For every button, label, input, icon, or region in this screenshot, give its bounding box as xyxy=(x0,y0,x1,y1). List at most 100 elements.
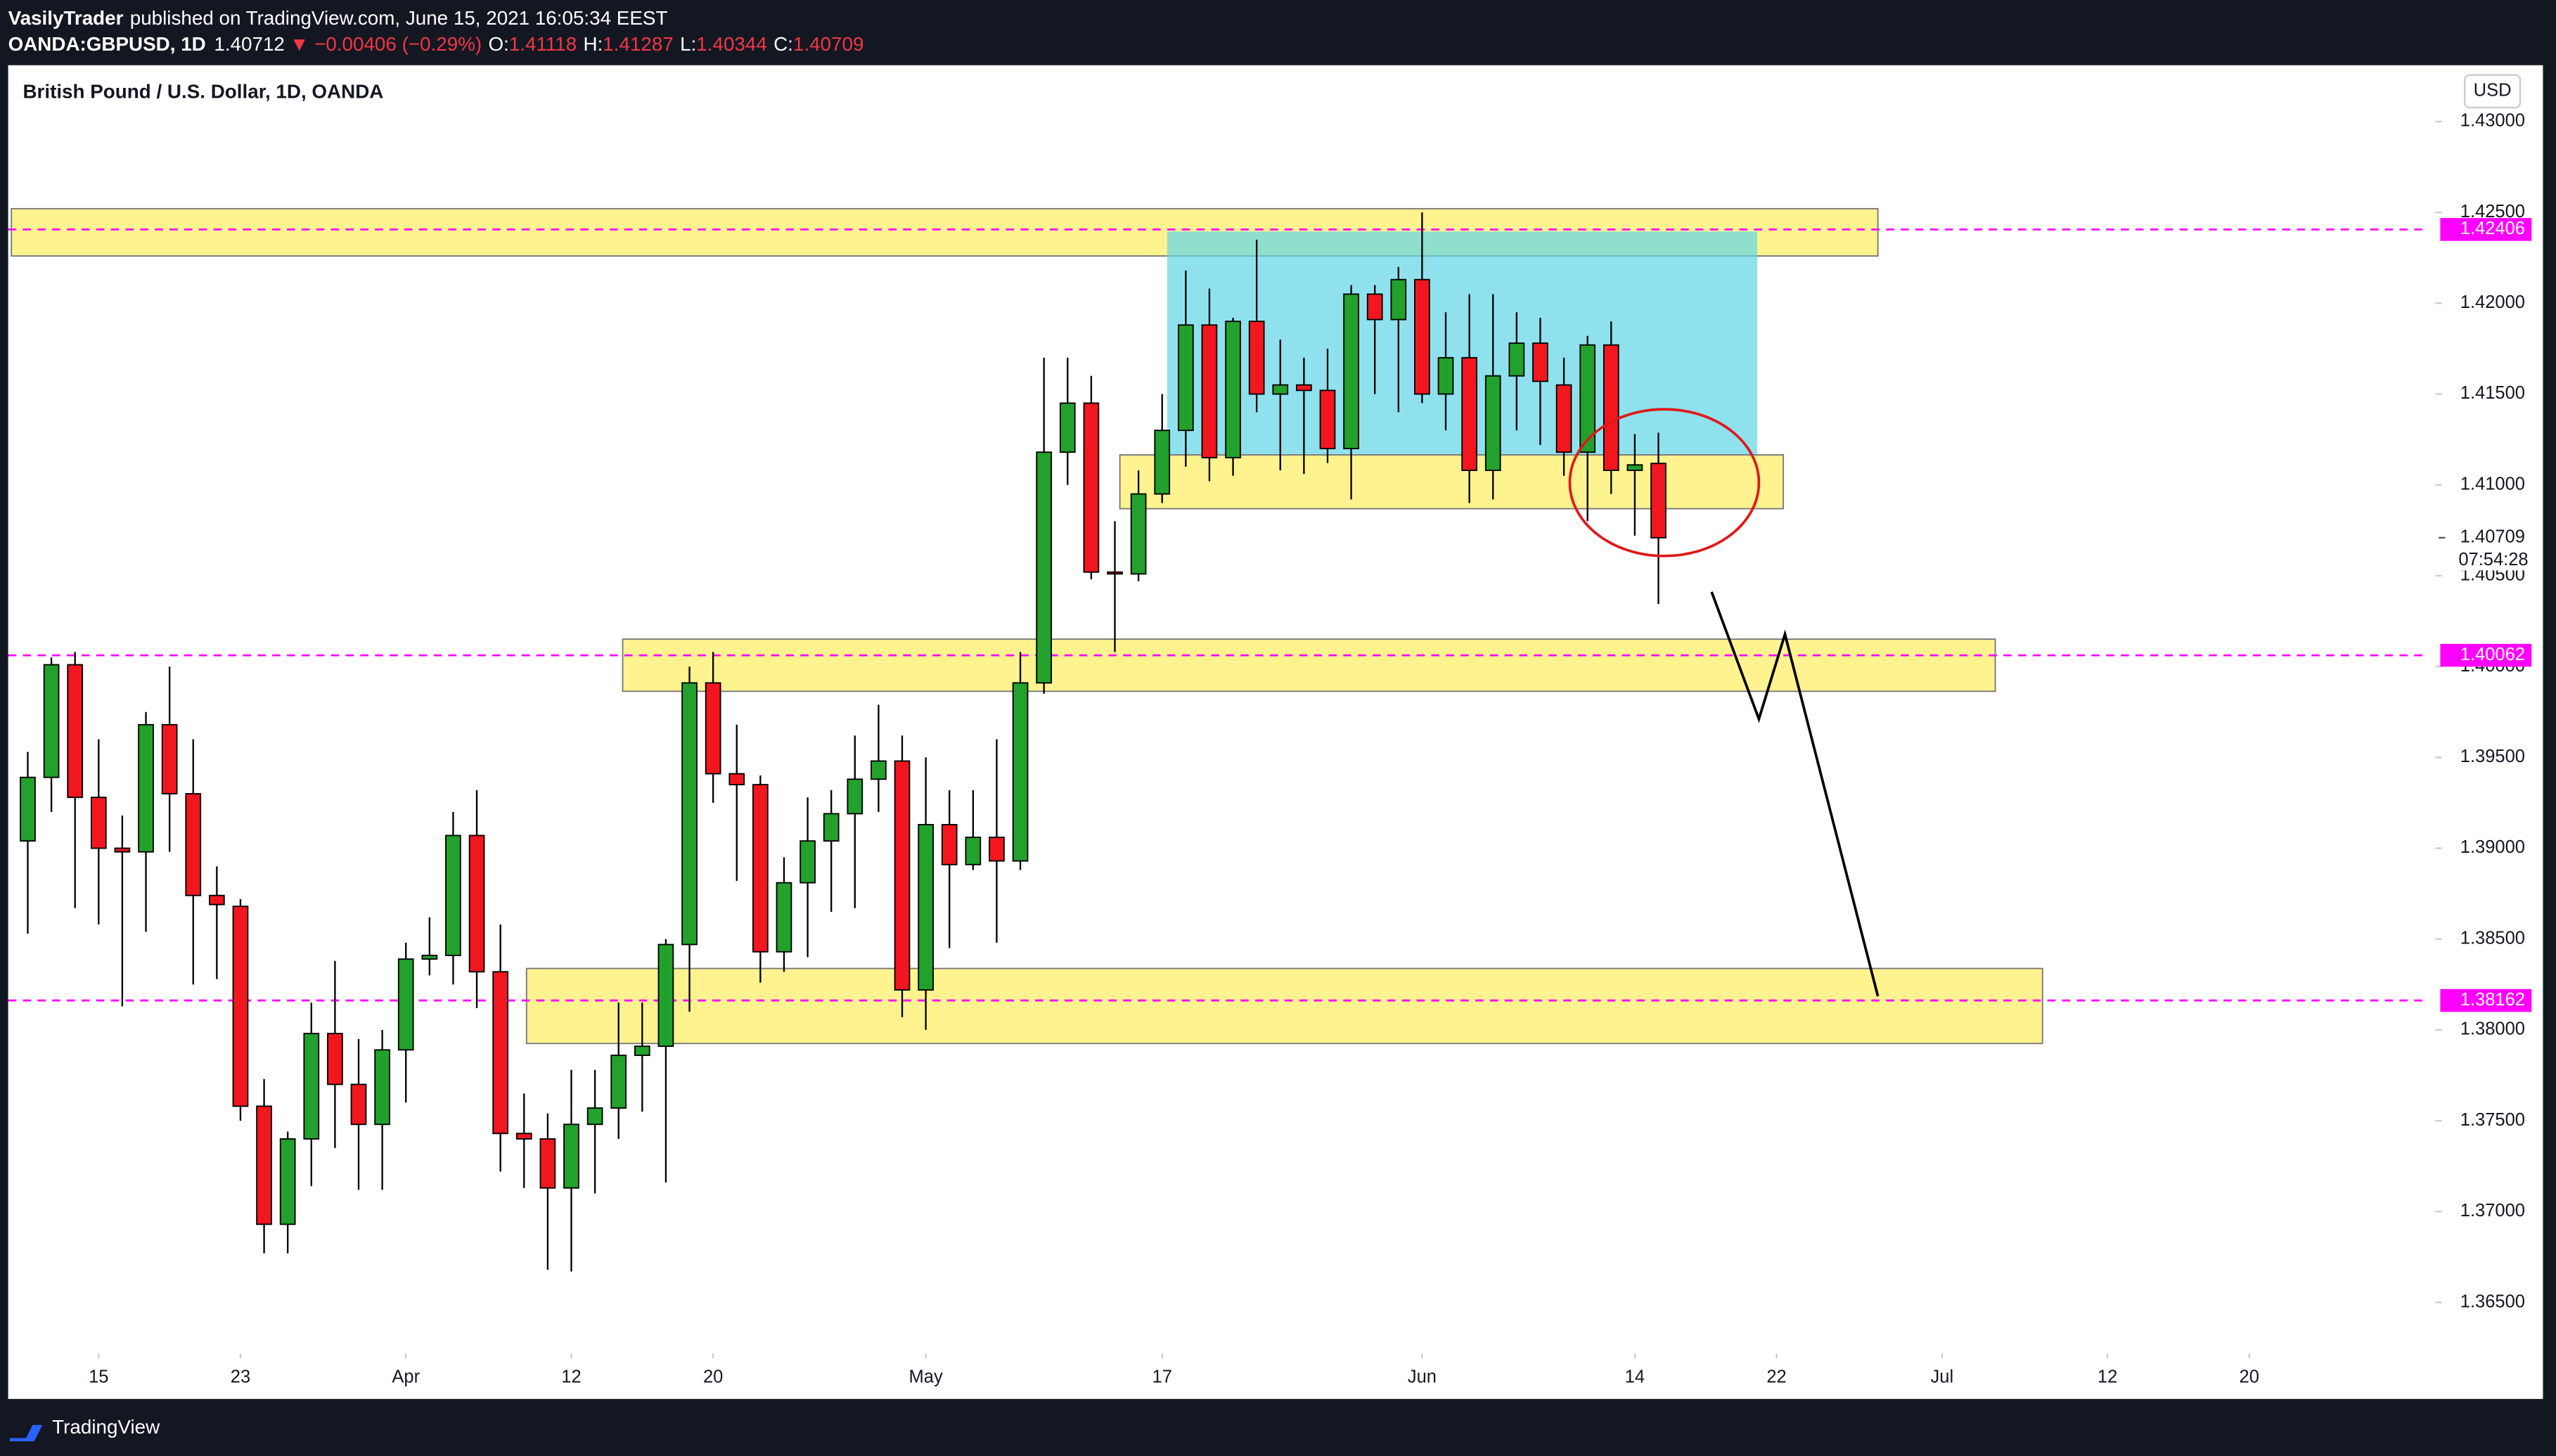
candle-body xyxy=(209,894,225,906)
candle-body xyxy=(279,1138,296,1225)
candle-body xyxy=(1650,463,1666,539)
level-label-box xyxy=(2440,218,2532,241)
candle-body xyxy=(1272,384,1289,395)
x-tick-label: Apr xyxy=(392,1367,420,1386)
chart-title: British Pound / U.S. Dollar, 1D, OANDA xyxy=(23,81,383,103)
c-label: C: xyxy=(773,33,793,55)
candle-body xyxy=(965,837,982,865)
header-line-1: VasilyTrader published on TradingView.com… xyxy=(8,7,668,29)
candle-body xyxy=(1390,278,1407,321)
l-value: 1.40344 xyxy=(696,33,767,55)
candle-body xyxy=(1319,389,1336,449)
level-label-box xyxy=(2440,988,2532,1012)
o-label: O: xyxy=(488,33,508,55)
candle-body xyxy=(1603,344,1619,471)
currency-box xyxy=(2464,74,2522,109)
candle-body xyxy=(327,1033,343,1085)
o-value: 1.41118 xyxy=(509,33,577,55)
candle-body xyxy=(468,835,485,973)
h-value: 1.41287 xyxy=(603,33,674,55)
candle-body xyxy=(67,664,84,799)
candle-body xyxy=(918,823,934,991)
y-tick-label: 1.39000 xyxy=(2460,837,2525,857)
candles xyxy=(20,212,1666,1272)
circle xyxy=(1568,408,1761,558)
candle-body xyxy=(1437,356,1454,395)
x-tick-label: May xyxy=(909,1367,943,1386)
candle-body xyxy=(1414,278,1430,395)
candle-body xyxy=(303,1033,320,1140)
candle-body xyxy=(232,906,249,1107)
candle-body xyxy=(374,1049,390,1126)
drawings xyxy=(11,207,2043,1045)
x-tick-label: 17 xyxy=(1152,1367,1172,1386)
candle-body xyxy=(161,723,178,794)
candle-body xyxy=(1059,402,1076,453)
candle-body xyxy=(1248,321,1265,395)
candle-body xyxy=(1366,293,1383,321)
zone xyxy=(525,967,2043,1045)
candle-body xyxy=(1130,493,1147,575)
y-tick-label: 1.37500 xyxy=(2460,1110,2525,1130)
y-tick-label: 1.42000 xyxy=(2460,292,2525,312)
last-price-label: 1.40709 xyxy=(2460,527,2525,547)
y-tick-label: 1.36500 xyxy=(2460,1291,2525,1311)
candle-body xyxy=(1555,384,1572,453)
symbol: OANDA:GBPUSD, 1D xyxy=(8,33,206,55)
x-tick-label: 22 xyxy=(1766,1367,1786,1386)
logo xyxy=(9,1424,43,1442)
y-tick-label: 1.39500 xyxy=(2460,747,2525,766)
zone xyxy=(622,638,1996,692)
candle-body xyxy=(610,1055,627,1109)
candle-body xyxy=(894,760,911,991)
author: VasilyTrader xyxy=(8,7,124,29)
candle-body xyxy=(1579,344,1596,453)
candle-body xyxy=(563,1123,579,1189)
candle-body xyxy=(1225,321,1241,458)
candle-body xyxy=(752,784,769,953)
change: ▼ −0.00406 (−0.29%) xyxy=(290,33,482,55)
candle-body xyxy=(350,1083,367,1126)
candle-body xyxy=(1177,324,1194,432)
y-tick-label: 1.41500 xyxy=(2460,383,2525,403)
candle-body xyxy=(138,723,154,853)
candle-body xyxy=(515,1133,532,1140)
projection xyxy=(1710,591,1880,997)
price-axis: 1.36500 1.37000 1.37500 1.38000 1.38500 1.390… xyxy=(89,111,2533,1386)
h-label: H: xyxy=(583,33,603,55)
x-tick-label: 20 xyxy=(703,1367,723,1386)
l-label: L: xyxy=(680,33,696,55)
candle-body xyxy=(539,1138,556,1189)
candle-body xyxy=(1154,430,1171,495)
candle-body xyxy=(185,793,202,896)
candle-body xyxy=(1036,451,1053,684)
candle-body xyxy=(941,823,958,865)
candle-body xyxy=(681,682,698,946)
candle-body xyxy=(1626,464,1643,471)
candle-body xyxy=(1532,342,1548,382)
candle-body xyxy=(657,943,674,1048)
level-label: 1.40062 xyxy=(2460,645,2525,664)
candle-body xyxy=(847,778,863,815)
candle-body xyxy=(799,840,816,884)
candle-body xyxy=(634,1045,650,1057)
x-tick-label: Jun xyxy=(1408,1367,1437,1386)
y-tick-label: 1.38000 xyxy=(2460,1019,2525,1039)
candle-body xyxy=(1107,571,1123,575)
x-tick-label: 14 xyxy=(1625,1367,1645,1386)
x-tick-label: Jul xyxy=(1931,1367,1954,1386)
published: published on TradingView.com, June 15, 2… xyxy=(130,7,668,29)
candle-body xyxy=(114,847,131,853)
y-tick-label: 1.38500 xyxy=(2460,928,2525,948)
candle-body xyxy=(421,955,438,960)
candle-body xyxy=(1083,402,1100,573)
candle-body xyxy=(1508,342,1525,377)
candle-body xyxy=(43,664,60,778)
candle-body xyxy=(256,1105,272,1225)
zone xyxy=(1119,454,1785,510)
candle-body xyxy=(1201,324,1218,458)
candle-body xyxy=(492,971,509,1135)
candle-body xyxy=(1484,375,1501,471)
currency: USD xyxy=(2474,81,2512,101)
